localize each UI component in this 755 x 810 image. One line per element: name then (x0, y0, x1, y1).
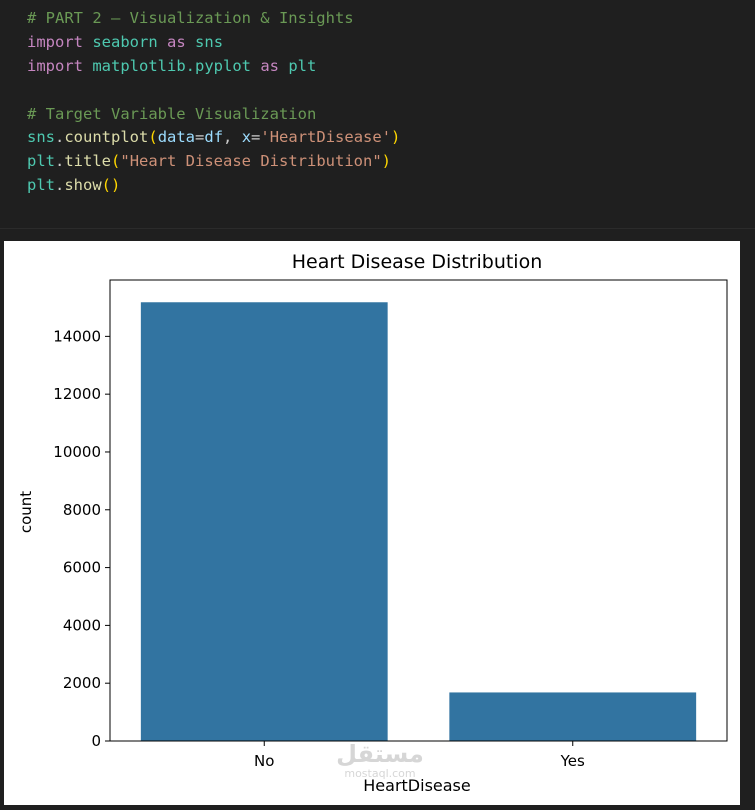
code-token: x (241, 128, 252, 146)
code-token: ) (391, 128, 401, 146)
y-tick-label: 4000 (63, 616, 101, 634)
code-token: sns (27, 128, 55, 146)
plot-output: Heart Disease Distribution count HeartDi… (4, 241, 740, 805)
output-separator (0, 229, 755, 241)
code-token: 'HeartDisease' (260, 128, 392, 146)
code-token: plt (27, 176, 55, 194)
code-line: import seaborn as sns (27, 31, 223, 53)
code-token: . (55, 176, 65, 194)
code-line: plt.title("Heart Disease Distribution") (27, 150, 391, 172)
code-token (83, 33, 92, 51)
y-tick-label: 10000 (53, 443, 101, 461)
code-token (251, 57, 260, 75)
code-token: seaborn (92, 33, 158, 51)
code-token: title (64, 152, 112, 170)
code-token: = (251, 128, 261, 146)
code-token (186, 33, 195, 51)
code-token: . (55, 128, 65, 146)
code-token: matplotlib.pyplot (92, 57, 251, 75)
code-token: import (27, 33, 83, 51)
code-line: # PART 2 — Visualization & Insights (27, 7, 354, 29)
code-token (279, 57, 288, 75)
code-token: # PART 2 — Visualization & Insights (27, 9, 354, 27)
code-line: # Target Variable Visualization (27, 103, 316, 125)
code-line: plt.show() (27, 174, 120, 196)
code-token: = (195, 128, 205, 146)
code-token (158, 33, 167, 51)
code-token: data (157, 128, 196, 146)
code-token (83, 57, 92, 75)
y-axis-label: count (17, 491, 35, 533)
code-cell[interactable]: # PART 2 — Visualization & Insights impor… (0, 0, 755, 229)
code-token: () (101, 176, 121, 194)
code-token: as (167, 33, 186, 51)
watermark-logo: مستقل (336, 740, 424, 768)
code-token: sns (195, 33, 224, 51)
y-axis-ticks: 0 2000 4000 6000 8000 10000 12000 14000 (53, 327, 110, 750)
bar-chart: Heart Disease Distribution count HeartDi… (17, 251, 728, 795)
y-tick-label: 12000 (53, 385, 101, 403)
code-line: sns.countplot(data=df, x='HeartDisease') (27, 126, 400, 148)
y-tick-label: 0 (91, 732, 101, 750)
code-token: . (55, 152, 65, 170)
y-tick-label: 8000 (63, 501, 101, 519)
watermark-url: mostaql.com (344, 767, 416, 780)
code-token: ( (111, 152, 121, 170)
code-token: show (64, 176, 102, 194)
code-token: ) (381, 152, 391, 170)
bar-no (140, 302, 388, 741)
bar-yes (449, 692, 697, 741)
code-token: df (204, 128, 224, 146)
code-token: , (223, 128, 242, 146)
bars (140, 302, 697, 741)
code-token: "Heart Disease Distribution" (120, 152, 382, 170)
code-line: import matplotlib.pyplot as plt (27, 55, 316, 77)
x-axis-ticks: No Yes (254, 741, 585, 770)
axes-frame (109, 279, 728, 742)
y-tick-label: 6000 (63, 559, 101, 577)
y-tick-label: 2000 (63, 674, 101, 692)
code-token: plt (27, 152, 55, 170)
x-tick-label: Yes (560, 752, 585, 770)
code-token: plt (288, 57, 317, 75)
x-tick-label: No (254, 752, 274, 770)
watermark: مستقل mostaql.com (330, 740, 430, 780)
code-token: # Target Variable Visualization (27, 105, 317, 123)
code-token: as (260, 57, 279, 75)
chart-title: Heart Disease Distribution (292, 251, 543, 273)
y-tick-label: 14000 (53, 327, 101, 345)
x-axis-label: HeartDisease (363, 776, 470, 795)
code-token: ( (148, 128, 158, 146)
code-token: import (27, 57, 83, 75)
code-token: countplot (64, 128, 149, 146)
